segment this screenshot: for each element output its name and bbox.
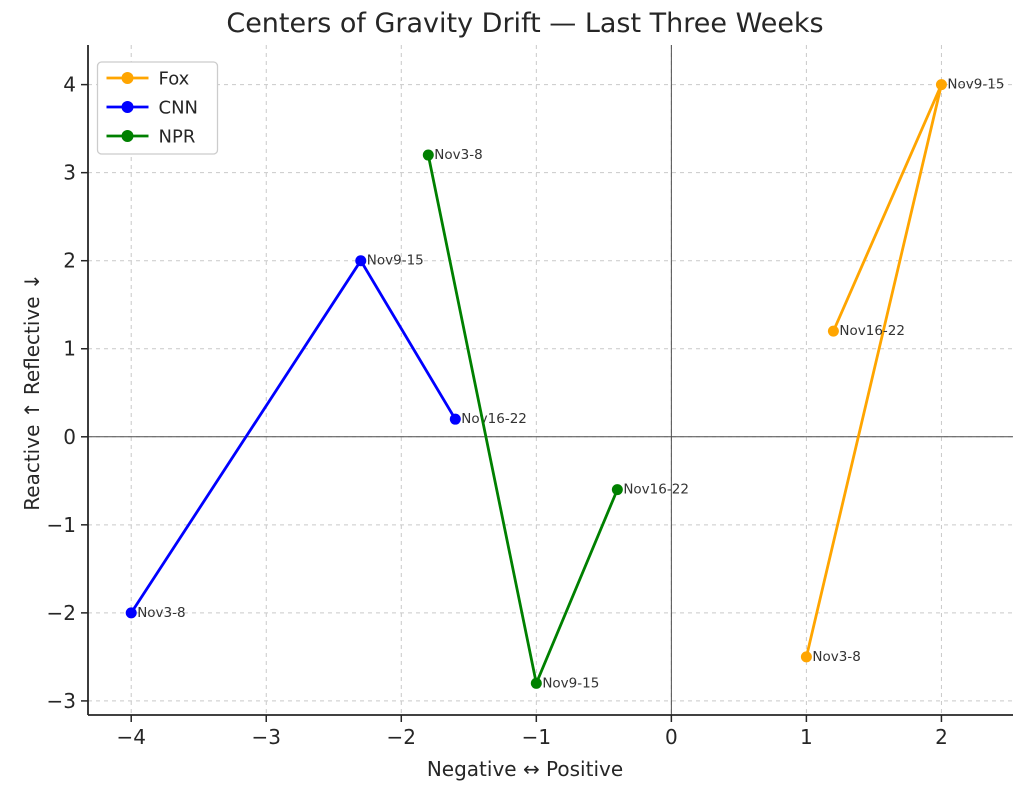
point-label: Nov3-8: [137, 605, 185, 621]
chart-title: Centers of Gravity Drift — Last Three We…: [226, 8, 824, 39]
legend-marker: [121, 101, 134, 113]
x-tick-label: 2: [935, 725, 948, 749]
data-point-npr: [422, 149, 434, 161]
x-tick-label: 1: [800, 725, 813, 749]
x-tick-label: 0: [665, 725, 678, 749]
legend-marker: [121, 72, 134, 84]
x-axis-label: Negative ↔ Positive: [426, 757, 624, 781]
y-tick-label: 3: [63, 161, 76, 185]
x-tick-label: −4: [116, 725, 145, 749]
series-line-fox: [804, 84, 943, 659]
point-label: Nov16-22: [461, 411, 527, 427]
point-label: Nov3-8: [812, 649, 860, 665]
point-label: Nov16-22: [623, 482, 689, 498]
data-point-fox: [800, 651, 812, 663]
y-tick-label: 0: [63, 425, 76, 449]
point-label: Nov16-22: [839, 323, 905, 339]
y-tick-label: −3: [47, 689, 76, 713]
legend-marker: [121, 130, 134, 142]
data-point-npr: [611, 484, 623, 496]
legend-label: Fox: [159, 69, 190, 90]
point-label: Nov9-15: [367, 253, 424, 269]
data-point-fox: [827, 325, 839, 337]
data-point-cnn: [449, 413, 461, 425]
data-point-fox: [935, 79, 947, 91]
y-tick-label: 4: [63, 73, 76, 97]
data-point-npr: [530, 677, 542, 689]
point-label: Nov3-8: [434, 147, 482, 163]
data-point-cnn: [355, 255, 367, 267]
legend-label: NPR: [159, 127, 196, 148]
y-tick-label: −2: [47, 601, 76, 625]
legend-label: CNN: [159, 98, 199, 119]
point-label: Nov9-15: [947, 77, 1004, 93]
x-tick-label: −1: [522, 725, 551, 749]
x-tick-label: −2: [387, 725, 416, 749]
y-tick-label: 1: [63, 337, 76, 361]
x-tick-label: −3: [252, 725, 281, 749]
y-tick-label: 2: [63, 249, 76, 273]
data-point-cnn: [125, 607, 137, 619]
y-tick-label: −1: [47, 513, 76, 537]
point-label: Nov9-15: [542, 675, 599, 691]
